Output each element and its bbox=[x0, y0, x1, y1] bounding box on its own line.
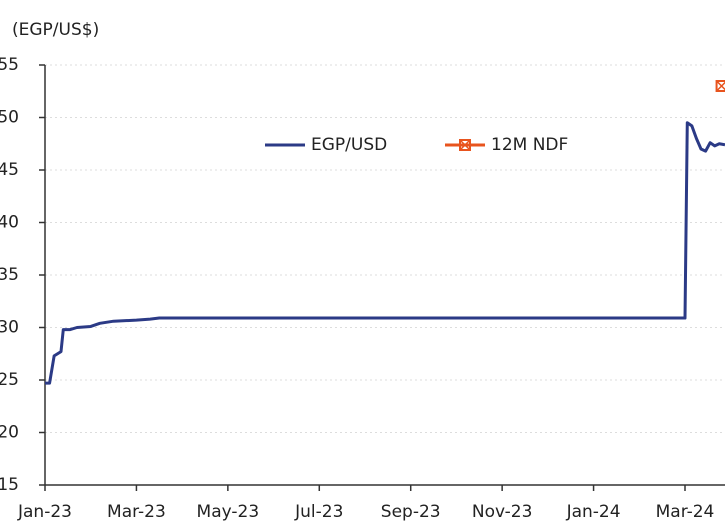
y-tick-label: 40 bbox=[0, 213, 19, 233]
x-tick-label: Nov-23 bbox=[472, 502, 533, 522]
series-line bbox=[45, 121, 725, 385]
y-tick-label: 15 bbox=[0, 475, 19, 495]
x-tick-label: Jan-23 bbox=[17, 502, 72, 522]
legend-marker-cross bbox=[459, 139, 471, 151]
x-tick-label: Mar-23 bbox=[107, 502, 166, 522]
legend-marker-box bbox=[459, 139, 471, 151]
x-tick-label: Mar-24 bbox=[656, 502, 715, 522]
x-tick-label: May-23 bbox=[197, 502, 260, 522]
legend-marker bbox=[459, 139, 471, 151]
x-tick-label: Jan-24 bbox=[566, 502, 621, 522]
series-marker bbox=[715, 80, 725, 92]
legend-label: EGP/USD bbox=[311, 135, 387, 155]
y-tick-label: 35 bbox=[0, 265, 19, 285]
y-tick-label: 45 bbox=[0, 160, 19, 180]
y-tick-label: 25 bbox=[0, 370, 19, 390]
y-tick-label: 50 bbox=[0, 108, 19, 128]
x-tick-label: Sep-23 bbox=[381, 502, 441, 522]
y-tick-label: 55 bbox=[0, 55, 19, 75]
x-tick-label: Jul-23 bbox=[294, 502, 343, 522]
series-marker-cross bbox=[716, 80, 725, 92]
y-tick-label: 30 bbox=[0, 318, 19, 338]
y-tick-label: 20 bbox=[0, 423, 19, 443]
chart-title: (EGP/US$) bbox=[12, 20, 99, 40]
legend-label: 12M NDF bbox=[491, 135, 568, 155]
series-marker-box bbox=[715, 80, 725, 92]
